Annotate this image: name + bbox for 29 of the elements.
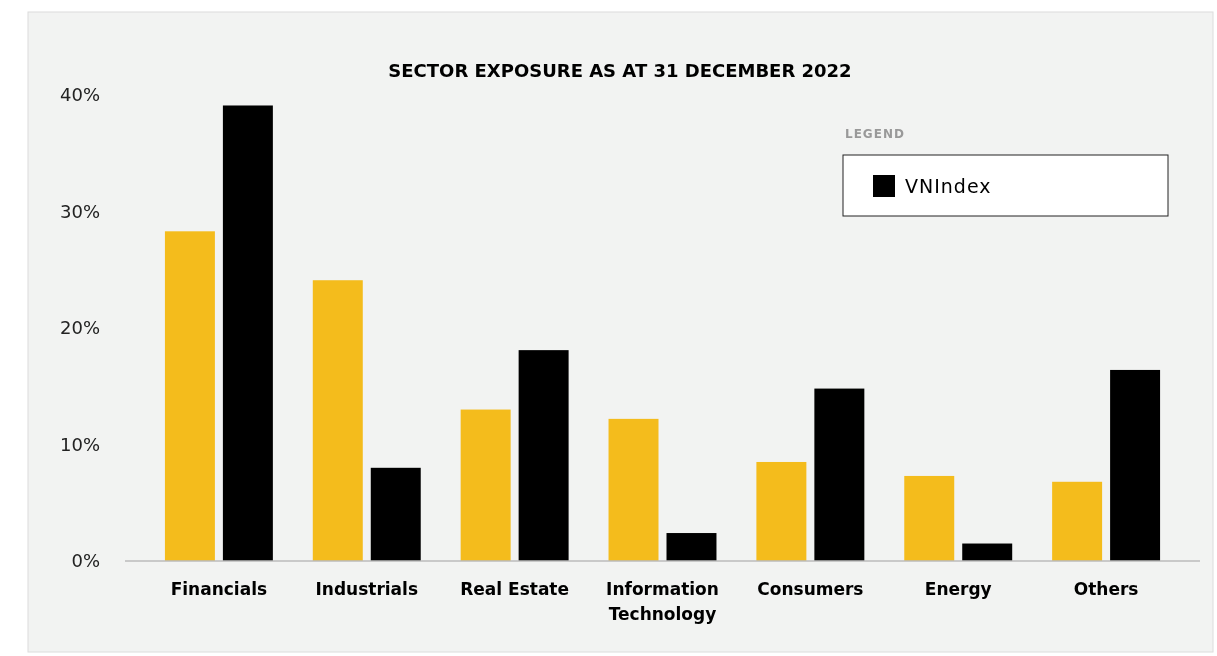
y-tick-label: 30%	[59, 200, 100, 222]
bar	[814, 388, 865, 561]
bar	[312, 280, 363, 561]
x-tick-label: Consumers	[757, 579, 864, 599]
x-tick-label: Real Estate	[460, 579, 570, 599]
bar	[1052, 481, 1103, 561]
legend-label: VNIndex	[905, 174, 992, 197]
bar	[756, 461, 807, 561]
bar	[1110, 369, 1161, 561]
bar	[460, 409, 511, 561]
x-tick-label: Energy	[924, 579, 992, 599]
x-tick-label: Industrials	[315, 579, 419, 599]
bar	[370, 467, 421, 561]
y-tick-label: 10%	[59, 433, 100, 455]
bar	[904, 475, 955, 561]
bar	[222, 105, 273, 561]
x-tick-label: Financials	[170, 579, 268, 599]
y-tick-label: 20%	[59, 317, 100, 339]
y-tick-label: 0%	[71, 550, 100, 572]
bar	[666, 533, 717, 561]
y-tick-label: 40%	[59, 84, 100, 106]
x-tick-label: Information Technology	[606, 579, 719, 624]
chart-title: SECTOR EXPOSURE AS AT 31 DECEMBER 2022	[388, 60, 852, 81]
x-tick-label: Others	[1073, 579, 1139, 599]
bar	[518, 350, 569, 561]
bar	[608, 418, 659, 561]
bar	[962, 543, 1013, 561]
legend-title: LEGEND	[845, 127, 905, 141]
bar	[164, 231, 215, 561]
